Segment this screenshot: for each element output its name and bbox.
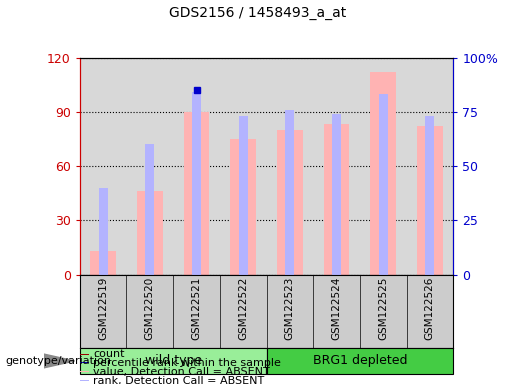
Bar [417, 126, 443, 275]
Text: GSM122524: GSM122524 [332, 277, 341, 340]
Bar [324, 124, 349, 275]
Text: value, Detection Call = ABSENT: value, Detection Call = ABSENT [93, 366, 270, 377]
Bar [192, 112, 201, 275]
Bar [277, 130, 303, 275]
Text: wild type: wild type [145, 354, 202, 367]
Text: GSM122521: GSM122521 [192, 277, 201, 340]
Polygon shape [44, 354, 75, 368]
Bar [145, 144, 154, 275]
Bar [285, 110, 295, 275]
Bar [379, 94, 388, 275]
Text: GSM122522: GSM122522 [238, 277, 248, 340]
Bar [80, 371, 89, 372]
Text: rank, Detection Call = ABSENT: rank, Detection Call = ABSENT [93, 376, 264, 384]
Bar [425, 116, 434, 275]
Bar [137, 191, 163, 275]
Bar [267, 348, 453, 374]
Bar [192, 92, 201, 275]
Bar [184, 112, 209, 275]
Text: GSM122519: GSM122519 [98, 277, 108, 340]
Bar [332, 114, 341, 275]
Text: percentile rank within the sample: percentile rank within the sample [93, 358, 281, 368]
Bar [80, 362, 89, 364]
Text: GSM122520: GSM122520 [145, 277, 155, 340]
Bar [80, 380, 89, 381]
Text: GSM122526: GSM122526 [425, 277, 435, 340]
Bar [99, 188, 108, 275]
Text: genotype/variation: genotype/variation [5, 356, 111, 366]
Bar [230, 139, 256, 275]
Text: GDS2156 / 1458493_a_at: GDS2156 / 1458493_a_at [169, 6, 346, 20]
Bar [90, 251, 116, 275]
Text: count: count [93, 349, 125, 359]
Text: GSM122525: GSM122525 [378, 277, 388, 340]
Bar [80, 348, 267, 374]
Text: GSM122523: GSM122523 [285, 277, 295, 340]
Bar [80, 354, 89, 355]
Bar [238, 116, 248, 275]
Text: BRG1 depleted: BRG1 depleted [313, 354, 407, 367]
Bar [370, 72, 396, 275]
